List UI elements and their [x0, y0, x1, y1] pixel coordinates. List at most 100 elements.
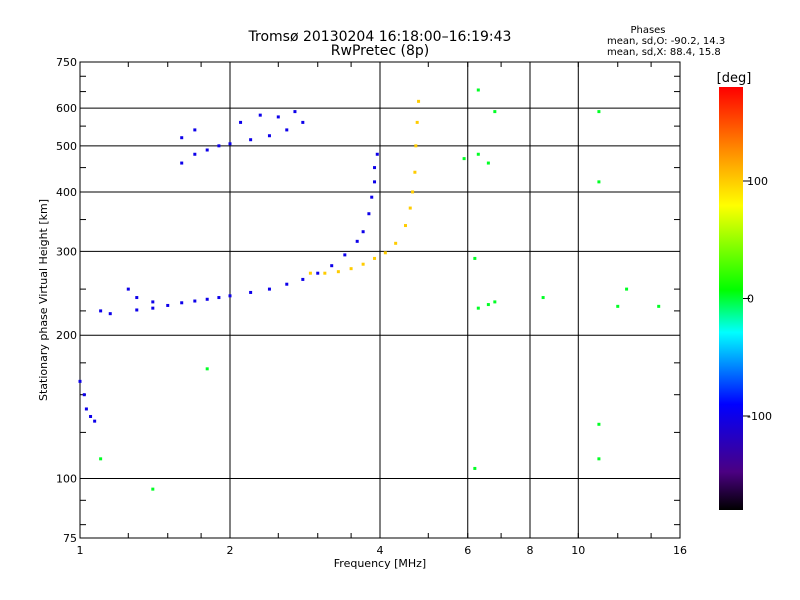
data-point — [597, 110, 601, 114]
data-point — [205, 367, 209, 371]
stats-o-mode: mean, sd,O: -90.2, 14.3 — [607, 36, 725, 47]
y-tick-label: 200 — [56, 329, 77, 342]
data-point — [486, 303, 490, 307]
data-point — [99, 309, 103, 313]
grid-lines — [80, 62, 680, 538]
data-point — [373, 256, 377, 260]
data-point — [417, 99, 421, 103]
data-point — [462, 157, 466, 161]
data-point — [541, 296, 545, 300]
data-point — [151, 300, 155, 304]
data-point — [625, 287, 629, 291]
data-point — [408, 206, 412, 210]
data-point — [657, 304, 661, 308]
data-point — [293, 110, 297, 114]
data-point — [285, 128, 289, 132]
data-point — [308, 271, 312, 275]
data-point — [228, 294, 232, 298]
data-point — [476, 152, 480, 156]
data-point — [486, 161, 490, 165]
data-points — [78, 88, 661, 491]
y-tick-label: 100 — [56, 473, 77, 486]
y-axis-label: Stationary phase Virtual Height [km] — [37, 199, 50, 401]
data-point — [126, 287, 130, 291]
data-point — [473, 256, 477, 260]
data-point — [217, 296, 221, 300]
data-point — [93, 419, 97, 423]
data-point — [361, 262, 365, 266]
chart-title: Tromsø 20130204 16:18:00–16:19:43 — [248, 29, 512, 45]
data-point — [99, 457, 103, 461]
colorbar-tick-label: -100 — [747, 410, 772, 423]
data-point — [217, 144, 221, 148]
data-point — [108, 312, 112, 316]
data-point — [78, 379, 82, 383]
x-tick-label: 6 — [464, 544, 471, 557]
data-point — [239, 120, 243, 124]
y-tick-label: 600 — [56, 102, 77, 115]
data-point — [205, 297, 209, 301]
data-point — [151, 306, 155, 310]
y-tick-label: 75 — [63, 532, 77, 545]
y-tick-label: 750 — [56, 56, 77, 69]
chart-subtitle: RwPretec (8p) — [331, 43, 429, 59]
y-axis: 75 100 200 300 400 500 600 750 — [56, 56, 680, 545]
data-point — [375, 152, 379, 156]
y-tick-label: 400 — [56, 186, 77, 199]
data-point — [89, 414, 93, 418]
colorbar-tick-label: 0 — [747, 293, 754, 306]
data-point — [367, 212, 371, 216]
data-point — [343, 253, 347, 257]
x-tick-label: 16 — [673, 544, 687, 557]
data-point — [493, 110, 497, 114]
colorbar — [719, 87, 743, 510]
data-point — [476, 88, 480, 92]
y-tick-label: 500 — [56, 140, 77, 153]
data-point — [373, 166, 377, 170]
data-point — [316, 271, 320, 275]
data-point — [193, 299, 197, 303]
data-point — [383, 251, 387, 255]
data-point — [349, 267, 353, 271]
data-point — [228, 142, 232, 146]
data-point — [597, 457, 601, 461]
colorbar-tick-label: 100 — [747, 175, 768, 188]
x-tick-label: 8 — [527, 544, 534, 557]
data-point — [301, 277, 305, 281]
data-point — [330, 264, 334, 268]
data-point — [476, 306, 480, 310]
data-point — [361, 230, 365, 234]
data-point — [193, 152, 197, 156]
data-point — [180, 301, 184, 305]
data-point — [355, 239, 359, 243]
data-point — [616, 304, 620, 308]
data-point — [193, 128, 197, 132]
data-point — [151, 487, 155, 491]
data-point — [180, 136, 184, 140]
x-tick-label: 4 — [377, 544, 384, 557]
data-point — [301, 120, 305, 124]
data-point — [473, 466, 477, 470]
data-point — [249, 138, 253, 142]
data-point — [597, 180, 601, 184]
data-point — [276, 115, 280, 119]
data-point — [84, 407, 88, 411]
x-tick-label: 2 — [227, 544, 234, 557]
data-point — [415, 120, 419, 124]
data-point — [205, 148, 209, 152]
data-point — [285, 282, 289, 286]
data-point — [135, 296, 139, 300]
data-point — [493, 300, 497, 304]
data-point — [323, 271, 327, 275]
x-tick-label: 10 — [571, 544, 585, 557]
stats-x-mode: mean, sd,X: 88.4, 15.8 — [607, 47, 721, 58]
data-point — [249, 290, 253, 294]
data-point — [373, 180, 377, 184]
data-point — [267, 287, 271, 291]
data-point — [180, 161, 184, 165]
x-axis-label: Frequency [MHz] — [334, 557, 426, 570]
data-point — [370, 195, 374, 199]
data-point — [258, 113, 262, 117]
data-point — [597, 422, 601, 426]
